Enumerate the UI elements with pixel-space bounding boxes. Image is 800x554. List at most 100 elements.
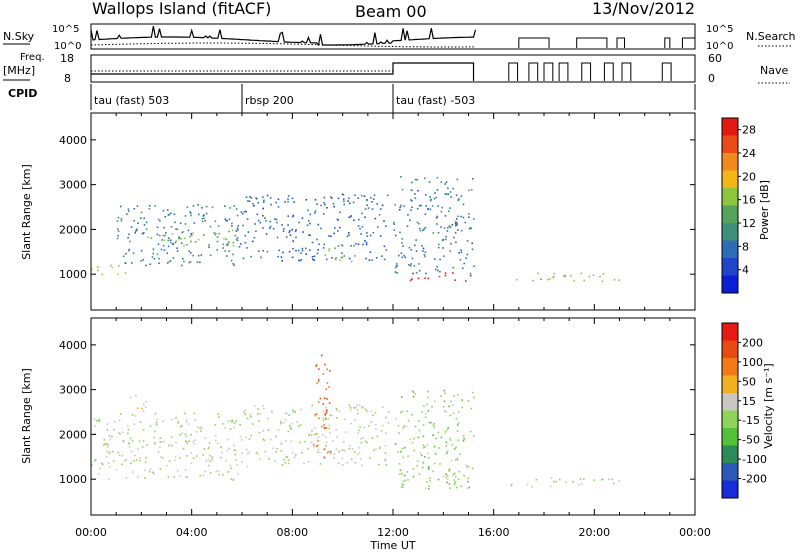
heatmap-cell (325, 417, 327, 420)
heatmap-cell (277, 429, 280, 431)
heatmap-cell (140, 249, 143, 252)
cpid-segment-label: tau (fast) 503 (94, 94, 169, 107)
heatmap-cell (127, 208, 130, 210)
heatmap-cell (379, 447, 381, 450)
heatmap-cell (473, 396, 475, 399)
heatmap-cell (448, 405, 450, 408)
heatmap-cell (235, 459, 237, 461)
heatmap-cell (419, 452, 422, 455)
heatmap-cell (284, 462, 287, 464)
heatmap-cell (464, 221, 467, 224)
heatmap-cell (167, 239, 170, 242)
heatmap-cell (323, 202, 325, 204)
heatmap-cell (132, 252, 135, 255)
heatmap-cell (423, 405, 425, 407)
freq-label: Freq. (20, 52, 45, 63)
heatmap-cell (433, 426, 436, 428)
heatmap-cell (349, 202, 351, 205)
heatmap-cell (282, 251, 284, 254)
heatmap-cell (149, 263, 152, 265)
heatmap-cell (126, 213, 128, 215)
heatmap-cell (222, 243, 225, 246)
heatmap-cell (324, 427, 327, 429)
heatmap-cell (394, 417, 397, 420)
heatmap-cell (393, 229, 396, 231)
heatmap-cell (467, 480, 469, 483)
heatmap-cell (235, 208, 238, 210)
heatmap-cell (411, 200, 413, 202)
heatmap-cell (471, 242, 473, 245)
heatmap-cell (354, 255, 356, 257)
heatmap-cell (406, 225, 409, 227)
heatmap-cell (363, 426, 365, 429)
heatmap-cell (343, 449, 346, 452)
heatmap-cell (245, 448, 248, 451)
heatmap-cell (171, 233, 174, 235)
heatmap-cell (240, 211, 243, 213)
heatmap-cell (153, 473, 155, 475)
heatmap-cell (379, 235, 382, 237)
heatmap-cell (421, 245, 423, 247)
heatmap-cell (214, 232, 217, 235)
cpid-segment-label: tau (fast) -503 (396, 94, 475, 107)
heatmap-cell (333, 453, 336, 455)
heatmap-cell (372, 198, 375, 200)
heatmap-cell (204, 470, 207, 473)
heatmap-cell (316, 252, 319, 255)
heatmap-cell (450, 459, 453, 462)
heatmap-cell (179, 433, 182, 436)
heatmap-cell (404, 256, 406, 259)
heatmap-cell (531, 485, 533, 488)
heatmap-cell (461, 406, 463, 409)
heatmap-cell (200, 430, 202, 432)
heatmap-cell (287, 462, 290, 465)
heatmap-cell (198, 213, 200, 216)
heatmap-cell (146, 444, 148, 446)
heatmap-cell (222, 474, 224, 476)
heatmap-cell (262, 249, 264, 252)
heatmap-cell (140, 211, 143, 214)
heatmap-cell (328, 402, 331, 404)
colorbar-swatch (722, 393, 738, 411)
heatmap-cell (301, 249, 304, 252)
heatmap-cell (418, 263, 420, 265)
heatmap-cell (356, 409, 359, 411)
heatmap-cell (153, 436, 155, 439)
heatmap-cell (346, 235, 349, 238)
heatmap-cell (429, 199, 432, 202)
heatmap-cell (236, 227, 239, 229)
heatmap-cell (326, 368, 329, 371)
heatmap-cell (456, 457, 459, 460)
heatmap-cell (184, 433, 187, 436)
heatmap-cell (197, 254, 200, 257)
heatmap-cell (445, 410, 447, 413)
heatmap-cell (205, 460, 207, 462)
heatmap-cell (174, 455, 177, 458)
heatmap-cell (223, 237, 225, 240)
heatmap-cell (284, 412, 287, 415)
heatmap-cell (328, 450, 330, 453)
heatmap-cell (393, 223, 396, 225)
heatmap-cell (358, 452, 361, 454)
heatmap-cell (262, 196, 264, 198)
heatmap-cell (366, 204, 368, 206)
cpid-label: CPID (8, 87, 37, 100)
heatmap-cell (468, 465, 470, 468)
heatmap-cell (325, 445, 327, 447)
heatmap-cell (157, 218, 160, 221)
heatmap-cell (462, 440, 465, 442)
heatmap-cell (170, 239, 172, 241)
heatmap-cell (141, 407, 143, 410)
freq-trace (91, 62, 672, 81)
heatmap-cell (185, 435, 188, 438)
heatmap-cell (460, 251, 463, 254)
heatmap-cell (314, 210, 317, 212)
heatmap-cell (169, 260, 172, 262)
heatmap-cell (414, 392, 417, 395)
heatmap-cell (403, 205, 405, 207)
heatmap-cell (438, 447, 440, 449)
heatmap-cell (446, 452, 448, 454)
heatmap-cell (144, 469, 146, 472)
heatmap-cell (437, 478, 440, 481)
heatmap-cell (224, 205, 226, 207)
